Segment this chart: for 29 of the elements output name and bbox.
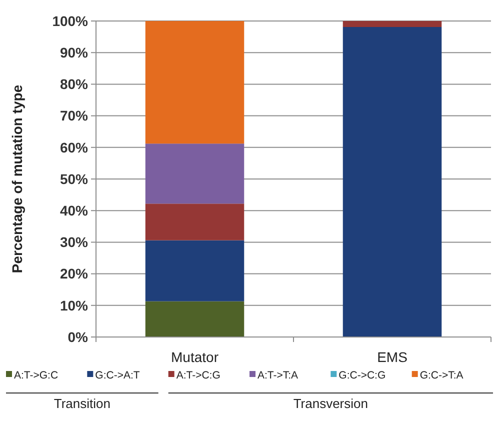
y-tick-label: 0% — [68, 328, 89, 345]
y-tick-label: 80% — [60, 76, 89, 92]
y-tick-label: 60% — [60, 139, 89, 156]
x-tick-label: EMS — [377, 349, 408, 365]
bar — [342, 21, 442, 28]
y-tick-label: 50% — [60, 170, 89, 187]
y-axis-title: Percentage of mutation type — [9, 84, 25, 274]
bar — [145, 301, 244, 337]
y-tick-label: 100% — [52, 12, 89, 29]
y-tick-label: 20% — [60, 266, 89, 282]
legend-label: G:C->T:A — [420, 370, 464, 382]
bar — [145, 240, 244, 302]
legend-label: G:C->A:T — [95, 370, 140, 382]
bar — [145, 21, 244, 144]
bar — [342, 27, 442, 337]
legend-label: A:T->C:G — [176, 370, 220, 382]
y-tick-label: 40% — [60, 202, 89, 218]
y-tick-label: 30% — [60, 234, 89, 250]
text: Transversion — [293, 396, 368, 411]
text: Transition — [54, 396, 110, 411]
y-tick-label: 10% — [60, 297, 89, 314]
legend-label: A:T->T:A — [258, 370, 298, 382]
legend-label: G:C->C:G — [338, 370, 386, 382]
x-tick-label: Mutator — [171, 349, 219, 365]
legend-label: A:T->G:C — [14, 370, 58, 382]
y-tick-label: 70% — [60, 108, 89, 124]
bar — [145, 204, 244, 240]
y-tick-label: 90% — [60, 44, 89, 60]
bar — [145, 144, 244, 204]
